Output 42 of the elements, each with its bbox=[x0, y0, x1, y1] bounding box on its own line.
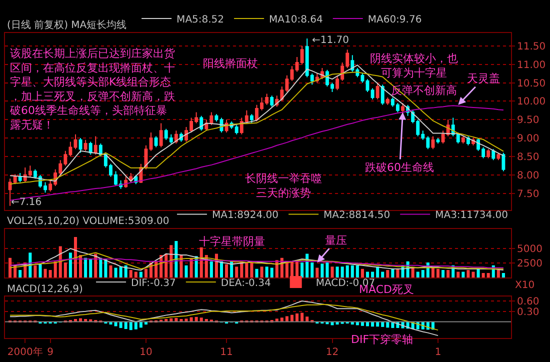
legend-label: DEA:-0.34 bbox=[220, 278, 271, 289]
legend-label: MA1:8924.00 bbox=[212, 210, 279, 222]
chart-title: (日线 前复权) MA短长均线 bbox=[7, 19, 127, 31]
legend-label: MA5:8.52 bbox=[176, 14, 224, 26]
annotation: 十字星带阴量 bbox=[199, 235, 265, 248]
annotation: ←11.70 bbox=[312, 35, 350, 46]
y-tick-label: 0.30 bbox=[517, 306, 540, 318]
legend-label: DIF:-0.37 bbox=[131, 278, 176, 289]
annotation: ←7.16 bbox=[11, 197, 42, 208]
annotation: 阴线实体较小，也可算为十字星 bbox=[370, 52, 458, 80]
y-tick-label: 8.00 bbox=[517, 170, 540, 182]
annotation: 阳线擀面杖 bbox=[203, 57, 258, 70]
annotation: DIF下穿零轴 bbox=[351, 333, 414, 346]
y-tick-label: 10.00 bbox=[517, 96, 546, 108]
annotation: 天灵盖 bbox=[467, 72, 500, 85]
chart-title: VOL2(5,10,20) VOLUME:5309.00 bbox=[7, 216, 170, 227]
annotation: 量压 bbox=[325, 234, 347, 247]
x-tick-label: 11 bbox=[220, 347, 233, 358]
legend-label: MA2:8814.50 bbox=[324, 210, 390, 222]
x-tick-label: 2000年 bbox=[7, 346, 43, 358]
y-tick-label: 5000 bbox=[517, 244, 542, 256]
x-tick-label: 9 bbox=[47, 347, 54, 358]
y-tick-label: 11.00 bbox=[517, 60, 546, 71]
x-tick-label: 12 bbox=[326, 347, 339, 358]
annotation: 跌破60生命线 bbox=[365, 161, 434, 174]
annotation: 长阴线一举吞噬三天的涨势 bbox=[245, 172, 322, 200]
y-tick-label: 10.50 bbox=[517, 78, 546, 90]
text: MACD死叉 bbox=[359, 283, 414, 296]
x-tick-label: 10 bbox=[140, 347, 152, 358]
chart-title: MACD(12,26,9) bbox=[7, 284, 84, 295]
legend-label: MA60:9.76 bbox=[368, 14, 422, 26]
y-tick-label: 9.00 bbox=[517, 134, 540, 145]
text: X10 bbox=[515, 280, 535, 291]
y-tick-label: 8.50 bbox=[517, 152, 540, 163]
x-tick-label: 1 bbox=[434, 347, 442, 358]
legend-label: MA10:8.64 bbox=[269, 14, 323, 26]
y-tick-label: 11.50 bbox=[517, 41, 546, 52]
legend-label: MA3:11734.00 bbox=[435, 210, 508, 222]
y-tick-label: 2500 bbox=[517, 258, 542, 270]
y-tick-label: 7.50 bbox=[517, 188, 540, 200]
y-tick-label: 0.60 bbox=[517, 296, 540, 308]
y-tick-label: 9.50 bbox=[517, 115, 540, 126]
